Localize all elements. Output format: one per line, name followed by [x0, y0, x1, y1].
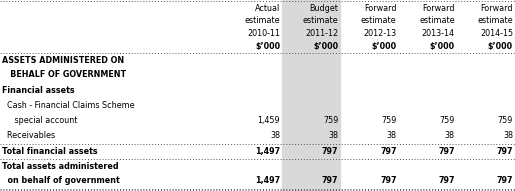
Text: estimate: estimate — [419, 16, 455, 25]
Text: 797: 797 — [496, 146, 513, 156]
Text: 2014-15: 2014-15 — [480, 29, 513, 38]
Text: 2011-12: 2011-12 — [305, 29, 338, 38]
Text: 38: 38 — [270, 131, 280, 140]
Text: $’000: $’000 — [313, 42, 338, 51]
Text: estimate: estimate — [245, 16, 280, 25]
Text: estimate: estimate — [361, 16, 397, 25]
Text: 1,497: 1,497 — [255, 146, 280, 156]
Text: 38: 38 — [329, 131, 338, 140]
Text: 38: 38 — [503, 131, 513, 140]
Text: 797: 797 — [380, 176, 397, 185]
Text: 797: 797 — [438, 146, 455, 156]
Text: Cash - Financial Claims Scheme: Cash - Financial Claims Scheme — [2, 101, 134, 110]
Text: $’000: $’000 — [430, 42, 455, 51]
Text: 2012-13: 2012-13 — [364, 29, 397, 38]
Text: estimate: estimate — [303, 16, 338, 25]
Text: special account: special account — [2, 116, 77, 125]
Text: Receivables: Receivables — [2, 131, 55, 140]
Text: $’000: $’000 — [488, 42, 513, 51]
Bar — [282, 0, 340, 191]
Text: 38: 38 — [387, 131, 397, 140]
Text: Forward: Forward — [480, 4, 513, 13]
Text: 759: 759 — [497, 116, 513, 125]
Text: Financial assets: Financial assets — [2, 86, 75, 95]
Text: Budget: Budget — [310, 4, 338, 13]
Text: 1,459: 1,459 — [258, 116, 280, 125]
Text: 797: 797 — [380, 146, 397, 156]
Text: 797: 797 — [322, 176, 338, 185]
Text: $’000: $’000 — [255, 42, 280, 51]
Text: Total financial assets: Total financial assets — [2, 146, 98, 156]
Text: 797: 797 — [496, 176, 513, 185]
Text: 759: 759 — [381, 116, 397, 125]
Text: Actual: Actual — [255, 4, 280, 13]
Text: 2010-11: 2010-11 — [247, 29, 280, 38]
Text: on behalf of government: on behalf of government — [2, 176, 120, 185]
Text: $’000: $’000 — [371, 42, 397, 51]
Text: ASSETS ADMINISTERED ON: ASSETS ADMINISTERED ON — [2, 56, 124, 65]
Text: Forward: Forward — [422, 4, 455, 13]
Text: 759: 759 — [323, 116, 338, 125]
Text: BEHALF OF GOVERNMENT: BEHALF OF GOVERNMENT — [2, 70, 126, 79]
Text: 38: 38 — [445, 131, 455, 140]
Text: Forward: Forward — [364, 4, 397, 13]
Text: Total assets administered: Total assets administered — [2, 162, 118, 171]
Text: 759: 759 — [439, 116, 455, 125]
Text: estimate: estimate — [477, 16, 513, 25]
Text: 1,497: 1,497 — [255, 176, 280, 185]
Text: 2013-14: 2013-14 — [422, 29, 455, 38]
Text: 797: 797 — [438, 176, 455, 185]
Text: 797: 797 — [322, 146, 338, 156]
